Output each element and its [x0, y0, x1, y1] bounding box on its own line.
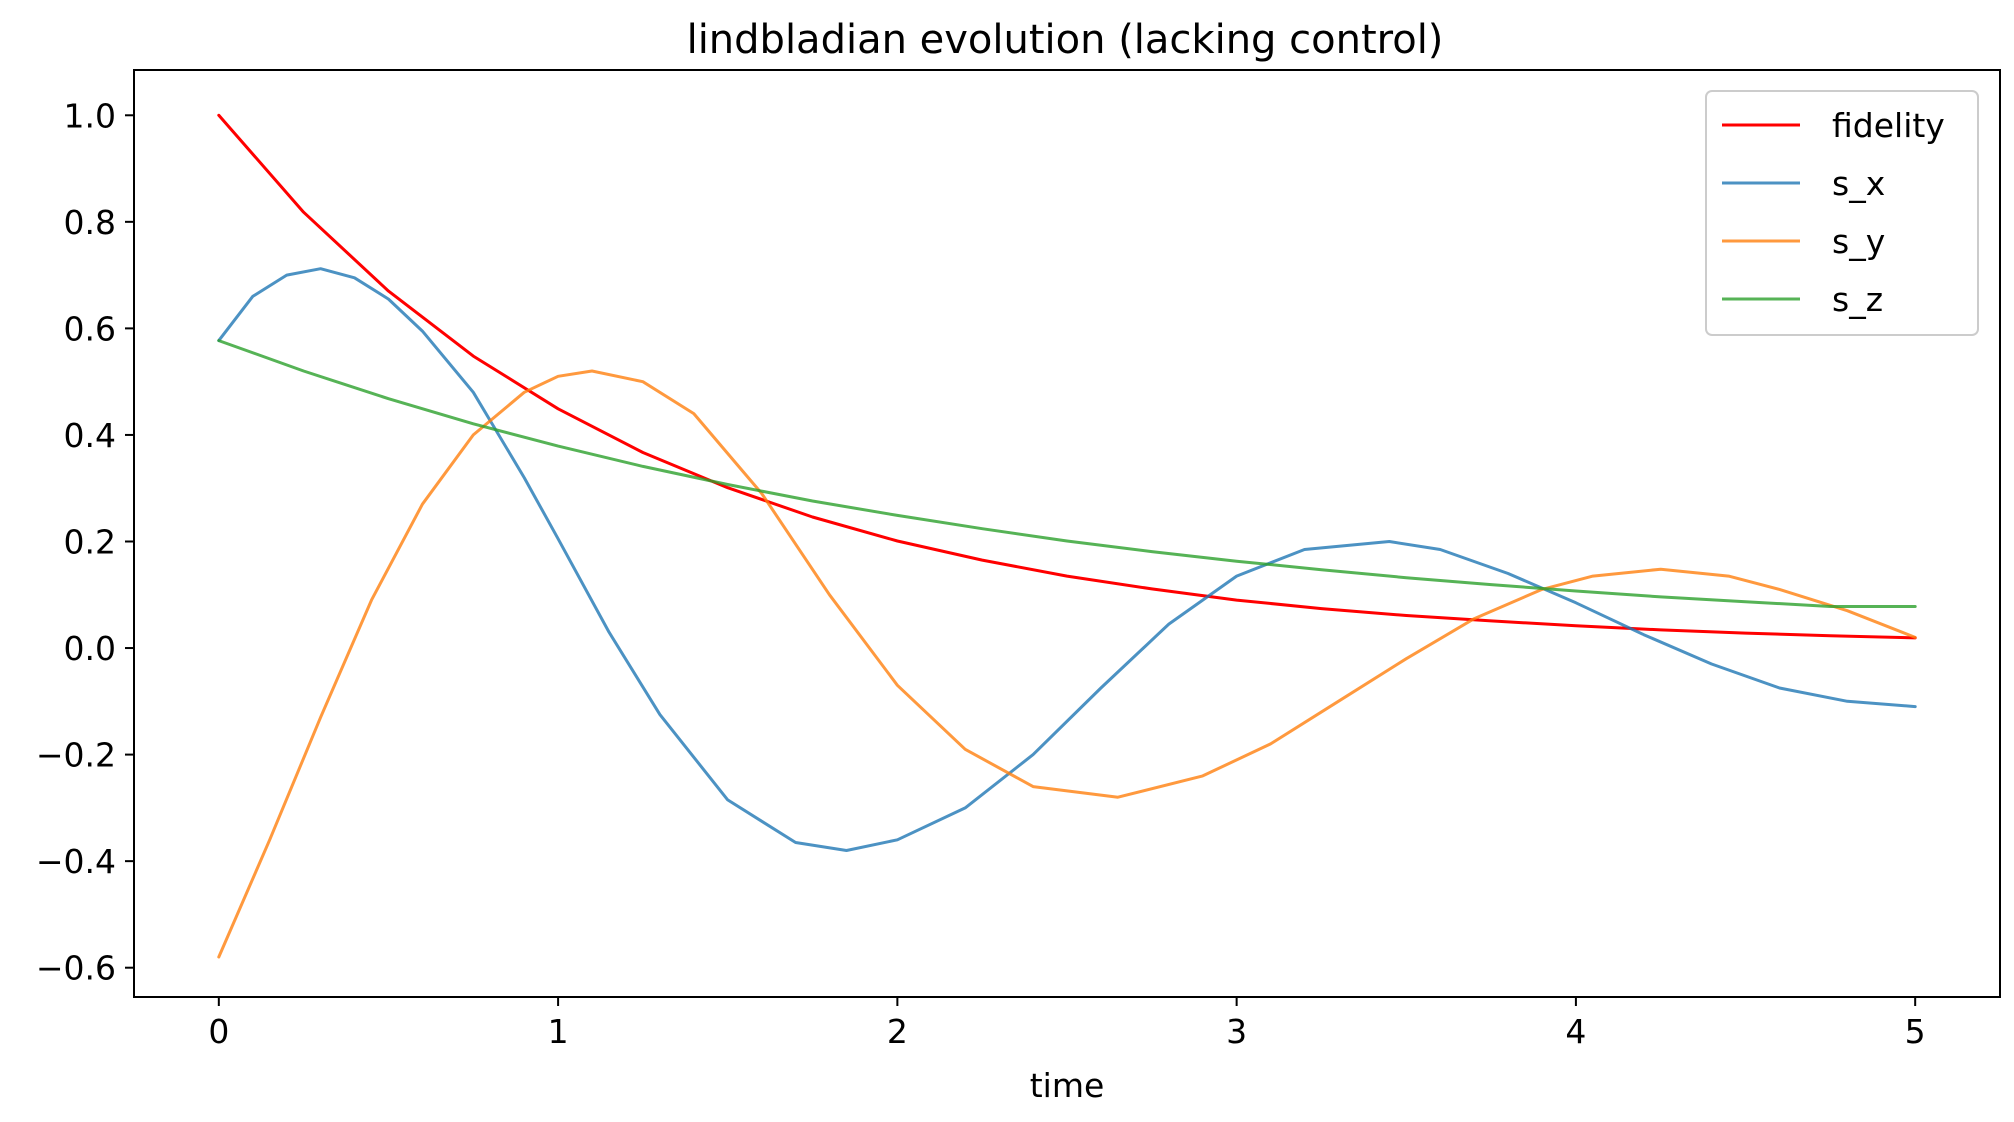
series-line-s-x: [217, 267, 1917, 852]
x-tick-label: 0: [208, 1012, 229, 1051]
x-tick-label: 4: [1565, 1012, 1586, 1051]
x-tick-label: 1: [548, 1012, 569, 1051]
y-tick-label: −0.4: [36, 842, 116, 881]
y-tick-label: −0.2: [36, 736, 116, 775]
y-tick-label: 0.0: [64, 629, 116, 668]
x-tick-label: 5: [1905, 1012, 1926, 1051]
y-axis-ticks: 1.0 0.8 0.6 0.4 0.2 0.0 −0.2 −0.4 −0.6: [36, 96, 134, 988]
x-tick-label: 2: [887, 1012, 908, 1051]
x-tick-label: 3: [1226, 1012, 1247, 1051]
legend-label-s-z: s_z: [1832, 280, 1883, 319]
x-axis-ticks: 0 1 2 3 4 5: [208, 997, 1926, 1051]
y-tick-label: 1.0: [64, 96, 116, 135]
series-line-s-y: [217, 369, 1917, 959]
legend: fidelity s_x s_y s_z: [1705, 90, 1979, 336]
legend-label-s-y: s_y: [1832, 222, 1885, 261]
legend-items: fidelity s_x s_y s_z: [1722, 106, 1945, 319]
chart-title: lindbladian evolution (lacking control): [687, 17, 1444, 63]
plot-lines: [217, 113, 1917, 959]
x-axis-label: time: [1030, 1066, 1105, 1105]
legend-box: [1705, 90, 1979, 336]
y-tick-label: 0.6: [64, 309, 116, 348]
y-tick-label: 0.4: [64, 416, 116, 455]
y-tick-label: 0.8: [64, 203, 116, 242]
axes-frame: [133, 69, 2001, 998]
legend-label-s-x: s_x: [1832, 164, 1885, 203]
y-tick-label: 0.2: [64, 522, 116, 561]
series-line-s-z: [217, 339, 1917, 608]
legend-label-fidelity: fidelity: [1832, 106, 1945, 145]
y-tick-label: −0.6: [36, 949, 116, 988]
